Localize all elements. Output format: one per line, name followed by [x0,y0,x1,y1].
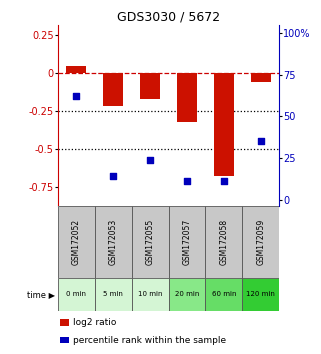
Point [184,178,189,184]
Bar [177,73,197,122]
Bar [242,206,279,278]
Text: 5 min: 5 min [103,291,123,297]
Text: GSM172052: GSM172052 [72,219,81,265]
Bar [132,278,169,311]
Text: 20 min: 20 min [175,291,199,297]
Bar [95,206,132,278]
Bar [95,278,132,311]
Bar [214,73,234,176]
Text: log2 ratio: log2 ratio [73,318,117,327]
Bar [169,278,205,311]
Text: 60 min: 60 min [212,291,236,297]
Point [147,157,153,162]
Point [110,173,116,179]
Bar [103,73,123,107]
Text: time ▶: time ▶ [27,290,56,299]
Point [221,178,226,184]
Bar [58,278,95,311]
Text: GSM172055: GSM172055 [145,219,155,265]
Point [74,93,79,99]
Text: 120 min: 120 min [247,291,275,297]
Bar [66,65,86,73]
Bar [169,206,205,278]
Bar [205,206,242,278]
Bar [60,337,69,343]
Bar [242,278,279,311]
Text: GSM172058: GSM172058 [219,219,229,265]
Text: GSM172053: GSM172053 [108,219,118,265]
Text: 0 min: 0 min [66,291,86,297]
Text: 10 min: 10 min [138,291,162,297]
Text: GSM172057: GSM172057 [182,219,192,265]
Title: GDS3030 / 5672: GDS3030 / 5672 [117,11,220,24]
Bar [140,73,160,99]
Bar [60,319,69,326]
Bar [205,278,242,311]
Text: GSM172059: GSM172059 [256,219,265,265]
Bar [132,206,169,278]
Text: percentile rank within the sample: percentile rank within the sample [73,336,226,344]
Bar [251,73,271,82]
Point [258,138,263,144]
Bar [58,206,95,278]
